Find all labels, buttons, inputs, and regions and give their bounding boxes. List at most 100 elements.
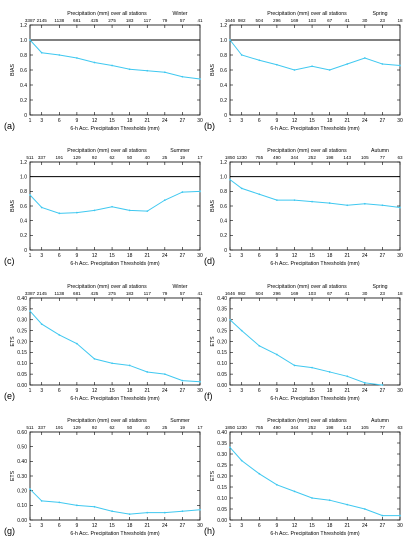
x-tick-label: 9 <box>76 118 79 124</box>
data-point <box>40 206 43 209</box>
y-tick-label: 0.00 <box>217 518 227 524</box>
season-label: Summer <box>170 148 190 154</box>
y-tick-label: 0.20 <box>217 474 227 480</box>
series-line <box>29 310 201 383</box>
y-tick-label: 0.30 <box>17 474 27 480</box>
top-count-label: 183 <box>126 291 134 296</box>
x-tick-label: 6 <box>258 118 261 124</box>
y-tick-label: 0.15 <box>17 350 27 356</box>
data-point <box>146 511 149 514</box>
x-axis-label: 6-h Acc. Precipitation Thresholds (mm) <box>70 261 160 267</box>
data-point <box>199 508 201 511</box>
panel-label: (g) <box>4 526 15 536</box>
data-point <box>258 472 261 475</box>
data-point <box>128 513 131 516</box>
y-tick-label: 0.4 <box>20 218 27 224</box>
top-count-label: 198 <box>326 425 334 430</box>
x-axis-label: 6-h Acc. Precipitation Thresholds (mm) <box>270 531 360 537</box>
panel-label: (h) <box>204 526 215 536</box>
y-tick-label: 0.00 <box>217 383 227 389</box>
y-tick-label: 1.2 <box>220 23 227 29</box>
y-tick-label: 0.2 <box>20 98 27 104</box>
top-count-label: 490 <box>273 155 281 160</box>
top-count-label: 490 <box>273 425 281 430</box>
y-tick-label: 0.35 <box>17 307 27 313</box>
top-count-label: 129 <box>73 425 81 430</box>
x-tick-label: 15 <box>109 118 115 124</box>
data-point <box>311 366 313 369</box>
top-count-label: 337 <box>38 425 46 430</box>
top-count-label: 57 <box>180 18 186 23</box>
top-count-label: 1850 <box>225 425 236 430</box>
x-tick-label: 9 <box>276 253 279 259</box>
data-point <box>29 39 31 41</box>
top-count-label: 183 <box>126 18 134 23</box>
x-tick-label: 21 <box>344 388 350 394</box>
season-label: Autumn <box>371 418 389 424</box>
data-point <box>363 57 366 59</box>
data-point <box>293 490 296 493</box>
top-count-label: 25 <box>162 425 168 430</box>
data-point <box>181 379 184 382</box>
top-count-label: 3387 <box>25 18 36 23</box>
x-tick-label: 18 <box>127 523 133 529</box>
top-count-label: 67 <box>327 291 333 296</box>
top-count-label: 117 <box>144 18 152 23</box>
y-tick-label: 0.15 <box>217 485 227 491</box>
data-point <box>328 69 331 71</box>
data-point <box>311 497 313 499</box>
data-point <box>111 205 113 208</box>
x-tick-label: 30 <box>197 523 203 529</box>
y-tick-label: 0.05 <box>217 507 227 513</box>
data-point <box>128 364 131 367</box>
plot-frame <box>29 297 201 386</box>
x-tick-label: 9 <box>276 118 279 124</box>
data-point <box>58 501 61 504</box>
x-tick-label: 6 <box>258 388 261 394</box>
data-point <box>328 371 331 373</box>
x-tick-label: 21 <box>144 523 150 529</box>
data-point <box>381 63 384 65</box>
top-count-label: 1230 <box>237 425 248 430</box>
x-tick-label: 27 <box>380 388 386 394</box>
data-point <box>240 187 243 190</box>
data-point <box>229 39 231 41</box>
x-axis-label: 6-h Acc. Precipitation Thresholds (mm) <box>70 531 160 537</box>
x-tick-label: 1 <box>29 523 32 529</box>
plot-frame <box>29 24 201 116</box>
y-tick-label: 0.10 <box>217 361 227 367</box>
top-count-label: 105 <box>361 425 369 430</box>
y-tick-label: 0.05 <box>217 372 227 378</box>
y-axis-label: ETS <box>10 336 16 347</box>
x-tick-label: 27 <box>380 253 386 259</box>
top-count-label: 425 <box>91 18 99 23</box>
top-count-label: 117 <box>144 291 152 296</box>
top-count-label: 1850 <box>225 155 236 160</box>
series-line <box>229 39 401 71</box>
y-tick-label: 0.40 <box>17 459 27 465</box>
x-tick-label: 21 <box>144 253 150 259</box>
data-point <box>93 505 96 508</box>
data-point <box>163 71 166 74</box>
data-point <box>111 362 113 365</box>
data-point <box>363 202 366 205</box>
top-count-label: 425 <box>91 291 99 296</box>
y-tick-label: 0.20 <box>17 488 27 494</box>
top-count-label: 143 <box>343 155 351 160</box>
x-axis-label: 6-h Acc. Precipitation Thresholds (mm) <box>270 396 360 402</box>
top-count-label: 3387 <box>25 291 36 296</box>
top-count-label: 2145 <box>37 291 48 296</box>
x-tick-label: 12 <box>92 253 98 259</box>
y-tick-label: 0.40 <box>217 296 227 302</box>
y-tick-label: 0.00 <box>17 518 27 524</box>
data-point <box>293 69 296 71</box>
x-tick-label: 18 <box>127 118 133 124</box>
top-count-label: 1138 <box>54 291 64 296</box>
data-point <box>75 57 78 59</box>
y-tick-label: 0.2 <box>20 233 27 239</box>
y-tick-label: 0.4 <box>20 83 27 89</box>
x-tick-label: 21 <box>344 118 350 124</box>
top-count-label: 504 <box>255 291 263 296</box>
top-count-label: 19 <box>180 155 186 160</box>
top-count-label: 25 <box>162 155 168 160</box>
